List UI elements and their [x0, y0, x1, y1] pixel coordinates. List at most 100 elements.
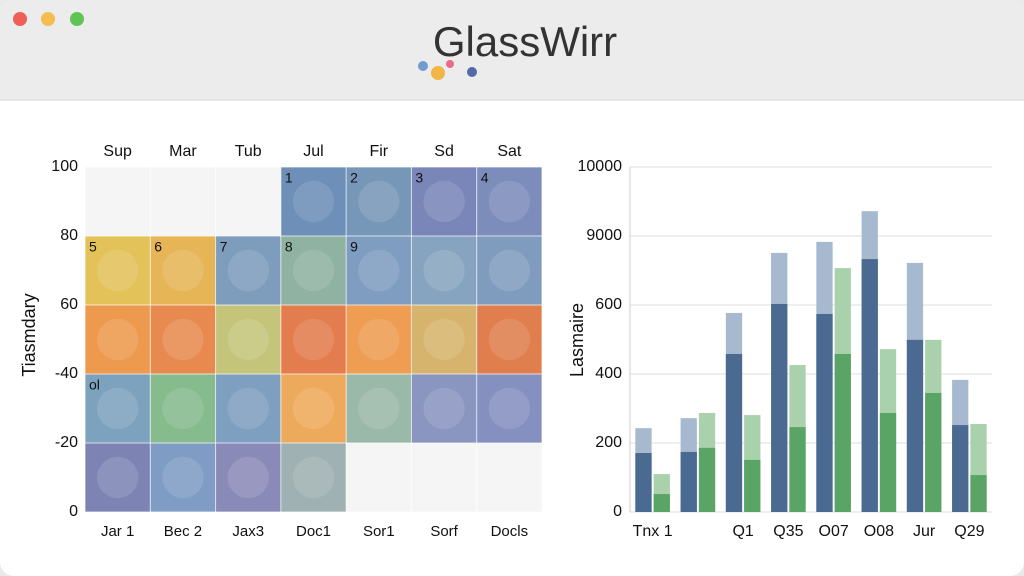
- heat-spot: [227, 318, 269, 361]
- column-header: Sd: [434, 143, 454, 160]
- column-header: Sat: [497, 143, 522, 160]
- heat-cell: [150, 374, 216, 443]
- y-tick-label: 10000: [578, 158, 623, 175]
- day-number: 2: [350, 170, 358, 186]
- heat-cell: [476, 167, 542, 236]
- column-header: Fir: [369, 143, 388, 160]
- y-tick-label: 9000: [586, 227, 622, 244]
- x-tick-label: Q35: [773, 523, 803, 540]
- x-tick-label: Tnx 1: [633, 523, 673, 540]
- heat-spot: [162, 249, 204, 292]
- heat-spot: [423, 318, 465, 361]
- column-header: Sup: [103, 143, 132, 160]
- empty-cell: [346, 443, 412, 512]
- heat-spot: [162, 456, 204, 499]
- heat-cell: [150, 305, 216, 374]
- column-header: Jul: [303, 143, 323, 160]
- heat-spot: [227, 249, 269, 292]
- day-number: 5: [89, 239, 97, 255]
- day-number: 1: [285, 170, 293, 186]
- heat-spot: [96, 387, 139, 430]
- heat-cell: [476, 305, 542, 374]
- heat-cell: [150, 236, 216, 305]
- app-title: GlassWirr: [433, 18, 617, 65]
- heat-cell: [280, 374, 347, 443]
- heat-cell: [85, 374, 151, 443]
- x-label: Doc1: [296, 523, 331, 540]
- y-tick-label: 100: [51, 158, 78, 175]
- heat-cell: [85, 236, 151, 305]
- close-button[interactable]: [13, 12, 27, 26]
- heat-spot: [423, 387, 465, 430]
- day-number: 3: [415, 170, 423, 186]
- y-tick-label: 200: [595, 434, 622, 451]
- heat-cell: [411, 305, 477, 374]
- zoom-button[interactable]: [70, 12, 84, 26]
- heat-cell: [280, 167, 347, 236]
- column-header: Mar: [169, 143, 197, 160]
- heat-cell: [215, 374, 281, 443]
- day-number: 6: [154, 239, 162, 255]
- empty-cell: [85, 167, 151, 236]
- x-label: Jax3: [232, 523, 264, 540]
- heat-cell: [215, 236, 281, 305]
- day-number: 9: [350, 239, 358, 255]
- bar: [698, 447, 716, 512]
- day-number: 8: [285, 239, 293, 255]
- bar: [952, 425, 969, 512]
- heat-cell: [85, 305, 151, 374]
- bar: [744, 459, 761, 512]
- bar: [635, 453, 652, 512]
- minimize-button[interactable]: [41, 12, 55, 26]
- bar: [834, 353, 851, 512]
- title-bar: [0, 0, 1024, 100]
- heat-spot: [358, 249, 400, 292]
- bar: [725, 353, 743, 512]
- x-label: Sorf: [430, 523, 458, 540]
- heat-cell: [215, 443, 281, 512]
- x-tick-label: O07: [819, 523, 849, 540]
- heat-cell: [346, 236, 412, 305]
- heat-spot: [488, 387, 531, 430]
- heat-spot: [227, 456, 269, 499]
- x-label: Sor1: [363, 523, 395, 540]
- y-tick-label: 400: [595, 365, 622, 382]
- heat-spot: [488, 249, 531, 292]
- day-number: 7: [220, 239, 228, 255]
- day-number: 4: [481, 170, 489, 186]
- bar-y-label: Lasmaire: [567, 303, 587, 377]
- heat-spot: [227, 387, 269, 430]
- y-tick-label: 60: [60, 296, 78, 313]
- heat-spot: [488, 180, 531, 223]
- x-tick-label: O08: [864, 523, 894, 540]
- heat-cell: [280, 236, 347, 305]
- empty-cell: [411, 443, 477, 512]
- y-tick-label: -40: [55, 365, 78, 382]
- bar: [789, 427, 806, 512]
- bar: [925, 392, 942, 512]
- heat-spot: [423, 180, 465, 223]
- logo: GlassWirr: [418, 18, 617, 80]
- heat-cell: [411, 236, 477, 305]
- y-tick-label: 0: [613, 503, 622, 520]
- bar: [680, 451, 697, 512]
- x-label: Bec 2: [164, 523, 202, 540]
- day-number: ol: [89, 377, 100, 393]
- heat-spot: [162, 387, 204, 430]
- heat-spot: [292, 180, 335, 223]
- heat-spot: [358, 180, 400, 223]
- empty-cell: [215, 167, 281, 236]
- bar: [970, 475, 987, 512]
- heat-spot: [292, 456, 335, 499]
- bar: [861, 259, 878, 512]
- x-tick-label: Jur: [913, 523, 936, 540]
- heat-spot: [488, 318, 531, 361]
- heat-cell: [411, 374, 477, 443]
- heat-cell: [476, 236, 542, 305]
- heat-spot: [96, 249, 139, 292]
- heat-spot: [162, 318, 204, 361]
- logo-dot: [446, 60, 454, 68]
- bar: [906, 339, 924, 512]
- logo-dot: [467, 67, 477, 77]
